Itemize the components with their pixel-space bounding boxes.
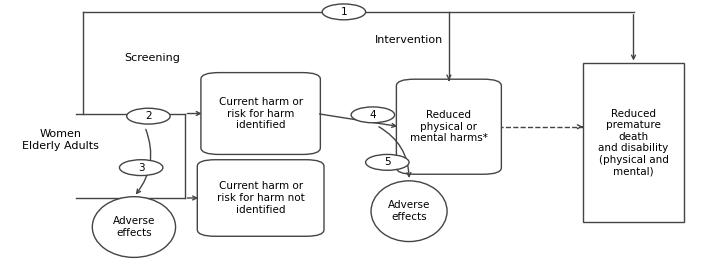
- Text: Women
Elderly Adults: Women Elderly Adults: [22, 129, 98, 151]
- FancyBboxPatch shape: [197, 160, 324, 236]
- Text: 3: 3: [138, 163, 145, 173]
- Text: Adverse
effects: Adverse effects: [113, 216, 155, 238]
- Bar: [583, 63, 684, 222]
- Text: Adverse
effects: Adverse effects: [388, 200, 430, 222]
- Text: 4: 4: [369, 110, 376, 120]
- FancyBboxPatch shape: [397, 79, 501, 174]
- Text: Current harm or
risk for harm
identified: Current harm or risk for harm identified: [219, 97, 303, 130]
- Text: Current harm or
risk for harm not
identified: Current harm or risk for harm not identi…: [216, 181, 305, 215]
- Text: Reduced
physical or
mental harms*: Reduced physical or mental harms*: [410, 110, 488, 143]
- Ellipse shape: [371, 181, 447, 242]
- Text: 1: 1: [340, 7, 348, 17]
- Text: 2: 2: [145, 111, 152, 121]
- Circle shape: [127, 108, 170, 124]
- Circle shape: [322, 4, 366, 20]
- Text: Screening: Screening: [124, 53, 180, 63]
- Ellipse shape: [93, 197, 175, 257]
- Circle shape: [351, 107, 395, 123]
- Text: 5: 5: [384, 157, 391, 167]
- Circle shape: [119, 160, 163, 176]
- FancyArrowPatch shape: [379, 127, 411, 177]
- Circle shape: [366, 154, 409, 170]
- FancyArrowPatch shape: [137, 129, 151, 193]
- Text: Reduced
premature
death
and disability
(physical and
mental): Reduced premature death and disability (…: [598, 109, 669, 177]
- FancyBboxPatch shape: [201, 73, 320, 154]
- Text: Intervention: Intervention: [375, 35, 443, 45]
